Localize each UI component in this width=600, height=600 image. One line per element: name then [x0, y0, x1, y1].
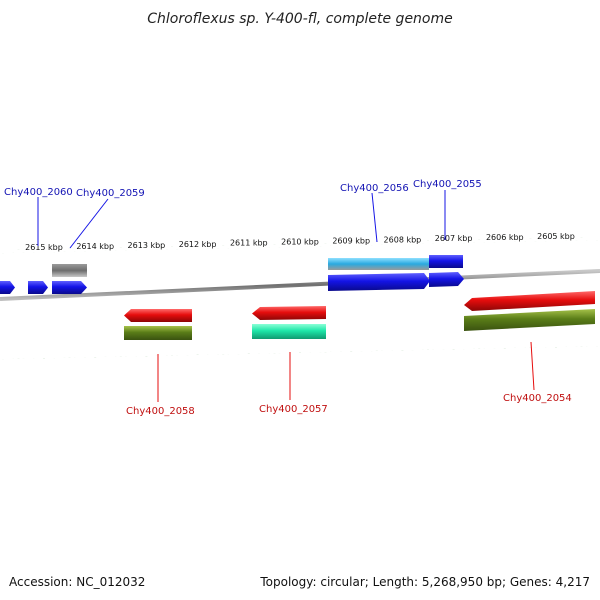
tick-label: 2606 kbp — [486, 233, 524, 242]
accession-text: Accession: NC_012032 — [9, 575, 145, 589]
gene-block-chy400-2055[interactable] — [429, 255, 463, 268]
grey-feature-block[interactable] — [52, 264, 87, 277]
tick-label: 2611 kbp — [230, 239, 268, 248]
gene-block-chy400-2057-teal[interactable] — [252, 324, 326, 339]
map-title: Chloroflexus sp. Y-400-fl, complete geno… — [147, 11, 453, 27]
forward-gene-arrow[interactable] — [0, 281, 15, 294]
gene-label-chy400-2055[interactable]: Chy400_2055 — [413, 179, 482, 190]
gene-block-chy400-2054-olive[interactable] — [464, 309, 595, 331]
gene-callout-lines — [37, 190, 535, 402]
reverse-tick-row — [2, 346, 598, 360]
forward-tick-row — [2, 235, 598, 254]
gene-arrow-chy400-2058[interactable] — [124, 309, 192, 322]
gene-block-chy400-2056-cyan[interactable] — [328, 258, 429, 270]
gene-arrow-chy400-2054[interactable] — [464, 291, 595, 311]
gene-label-chy400-2056[interactable]: Chy400_2056 — [340, 183, 409, 194]
tick-label: 2609 kbp — [332, 237, 370, 246]
reverse-strand-genes — [124, 291, 595, 340]
gene-arrow-chy400-2055[interactable] — [429, 272, 464, 287]
forward-strand-genes — [0, 255, 464, 294]
tick-label: 2608 kbp — [384, 235, 422, 244]
gene-label-chy400-2058[interactable]: Chy400_2058 — [126, 406, 195, 417]
gene-label-chy400-2060[interactable]: Chy400_2060 — [4, 187, 73, 198]
gene-arrow-chy400-2057[interactable] — [252, 306, 326, 320]
callout-line-chy400-2054 — [530, 341, 535, 391]
gene-arrow-chy400-2060[interactable] — [28, 281, 48, 294]
gene-label-chy400-2054[interactable]: Chy400_2054 — [503, 393, 572, 404]
tick-label: 2615 kbp — [25, 243, 63, 252]
gene-block-chy400-2058-olive[interactable] — [124, 326, 192, 340]
callout-line-chy400-2059 — [69, 198, 109, 249]
axis-tick-labels: 2615 kbp 2614 kbp 2613 kbp 2612 kbp 2611 kbp… — [25, 232, 575, 252]
tick-label: 2613 kbp — [128, 241, 166, 250]
tick-label: 2614 kbp — [76, 242, 114, 251]
gene-arrow-chy400-2056[interactable] — [328, 273, 430, 291]
tick-label: 2612 kbp — [179, 240, 217, 249]
tick-label: 2607 kbp — [435, 234, 473, 243]
genome-backbone — [0, 269, 600, 301]
gene-label-chy400-2057[interactable]: Chy400_2057 — [259, 404, 328, 415]
topology-text: Topology: circular; Length: 5,268,950 bp… — [259, 575, 590, 589]
tick-label: 2605 kbp — [537, 232, 575, 241]
gene-arrow-chy400-2059[interactable] — [52, 281, 87, 294]
callout-line-chy400-2056 — [371, 192, 378, 243]
tick-label: 2610 kbp — [281, 238, 319, 247]
gene-label-chy400-2059[interactable]: Chy400_2059 — [76, 188, 145, 199]
